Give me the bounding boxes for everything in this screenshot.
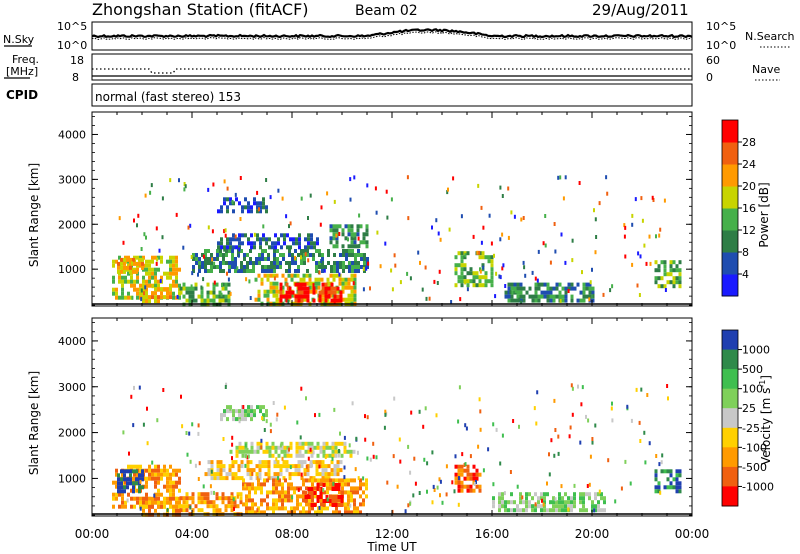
cpid-strip: CPID normal (fast stereo) 153 <box>6 83 693 107</box>
ylabel-power: Slant Range [km] <box>27 163 41 267</box>
xtick-label: 00:00 <box>675 527 710 541</box>
colorbar-tick-label: -100 <box>742 441 767 454</box>
power-echo-region-6 <box>279 282 343 303</box>
ytick-label: 2000 <box>58 427 86 440</box>
noise-top-right: 10^5 <box>706 20 736 33</box>
xtick-label: 12:00 <box>375 527 410 541</box>
xtick-label: 16:00 <box>475 527 510 541</box>
velocity-echo-region-11 <box>654 469 682 494</box>
power-echo-region-1 <box>117 257 144 274</box>
colorbar-swatch <box>722 164 738 187</box>
freq-label-1: Freq. <box>12 53 39 66</box>
velocity-echo-region-4 <box>204 460 343 481</box>
cpid-value: normal (fast stereo) 153 <box>95 90 241 104</box>
station-title: Zhongshan Station (fitACF) <box>92 0 309 19</box>
colorbar-swatch <box>722 349 738 370</box>
noise-bot-left: 10^0 <box>57 39 87 52</box>
noise-top-left: 10^5 <box>57 20 87 33</box>
velocity-colorbar: 1000 500 100 25 -25 -100 -500 -1000 <box>721 329 774 507</box>
colorbar-swatch <box>722 408 738 429</box>
ylabel-velocity: Slant Range [km] <box>27 371 41 475</box>
colorbar-tick-label: -500 <box>742 461 767 474</box>
noise-trace <box>91 28 693 39</box>
velocity-panel: 1000 2000 3000 4000 <box>58 317 693 517</box>
power-echo-region-4 <box>192 249 369 273</box>
ytick-label: 1000 <box>58 472 86 485</box>
xtick-label: 20:00 <box>575 527 610 541</box>
colorbar-tick-label: 1000 <box>742 344 770 357</box>
xtick-label: 08:00 <box>275 527 310 541</box>
colorbar-swatch <box>722 427 738 448</box>
ytick-label: 2000 <box>58 218 86 231</box>
nave-top: 60 <box>706 54 720 67</box>
velocity-echo-region-9 <box>454 464 482 493</box>
velocity-colorbar-label: Velocity [m s-1] <box>758 375 773 465</box>
nave-bot: 0 <box>706 71 713 84</box>
xtick-label: 04:00 <box>175 527 210 541</box>
power-panel: 1000 2000 3000 4000 <box>58 111 693 307</box>
colorbar-swatch <box>722 274 738 297</box>
colorbar-swatch <box>722 120 738 143</box>
colorbar-swatch <box>722 230 738 253</box>
colorbar-tick-label: 12 <box>742 224 756 237</box>
colorbar-swatch <box>722 142 738 165</box>
velocity-echo-region-10 <box>492 492 606 513</box>
colorbar-tick-label: 25 <box>742 402 756 415</box>
colorbar-tick-label: 100 <box>742 383 763 396</box>
power-sparse-echoes <box>118 175 667 305</box>
freq-label-2: [MHz] <box>6 65 38 78</box>
freq-bot: 8 <box>72 71 79 84</box>
colorbar-tick-label: 20 <box>742 180 756 193</box>
frequency-strip: Freq. [MHz] 18 8 60 0 Nave <box>4 53 780 84</box>
colorbar-swatch <box>722 486 738 507</box>
xlabel: Time UT <box>366 540 417 554</box>
colorbar-tick-label: -1000 <box>742 480 774 493</box>
nsky-label: N.Sky <box>3 33 35 46</box>
colorbar-swatch <box>722 252 738 275</box>
xtick-label: 00:00 <box>75 527 110 541</box>
velocity-echo-region-1 <box>117 469 144 494</box>
ytick-label: 3000 <box>58 173 86 186</box>
noise-bot-right: 10^0 <box>706 39 736 52</box>
ytick-label: 4000 <box>58 335 86 348</box>
colorbar-tick-label: 500 <box>742 363 763 376</box>
colorbar-swatch <box>722 369 738 390</box>
plot-area <box>92 318 692 516</box>
velocity-echo-region-8 <box>220 405 268 422</box>
date-label: 29/Aug/2011 <box>592 1 689 19</box>
ytick-label: 1000 <box>58 263 86 276</box>
colorbar-tick-label: 28 <box>742 136 756 149</box>
nsearch-label: N.Search <box>745 30 795 43</box>
beam-label: Beam 02 <box>355 3 418 19</box>
power-echo-region-11 <box>504 282 595 303</box>
ytick-label: 3000 <box>58 381 86 394</box>
velocity-echo-region-2 <box>142 496 181 517</box>
colorbar-swatch <box>722 186 738 209</box>
colorbar-tick-label: 24 <box>742 158 756 171</box>
colorbar-swatch <box>722 388 738 409</box>
power-colorbar-label: Power [dB] <box>757 182 771 247</box>
nave-trace <box>92 68 692 74</box>
freq-top: 18 <box>70 54 84 67</box>
colorbar-swatch <box>722 208 738 231</box>
power-echo-region-8 <box>329 224 369 249</box>
power-echo-region-12 <box>654 260 682 289</box>
colorbar-tick-label: 16 <box>742 202 756 215</box>
colorbar-swatch <box>722 330 738 351</box>
colorbar-swatch <box>722 447 738 468</box>
plot-area <box>92 112 692 306</box>
power-echo-region-7 <box>217 233 319 250</box>
colorbar-swatch <box>722 466 738 487</box>
colorbar-tick-label: 8 <box>742 246 749 259</box>
colorbar-tick-label: 4 <box>742 268 749 281</box>
cpid-label: CPID <box>6 88 38 102</box>
power-colorbar: 4 8 12 16 20 24 28 <box>721 119 756 297</box>
ytick-label: 4000 <box>58 128 86 141</box>
velocity-sparse-echoes <box>122 382 669 514</box>
power-echo-region-2 <box>142 287 172 304</box>
noise-strip: N.Sky 10^5 10^0 10^5 10^0 N.Search <box>3 20 795 52</box>
nave-label: Nave <box>752 63 780 76</box>
colorbar-tick-label: -25 <box>742 422 760 435</box>
